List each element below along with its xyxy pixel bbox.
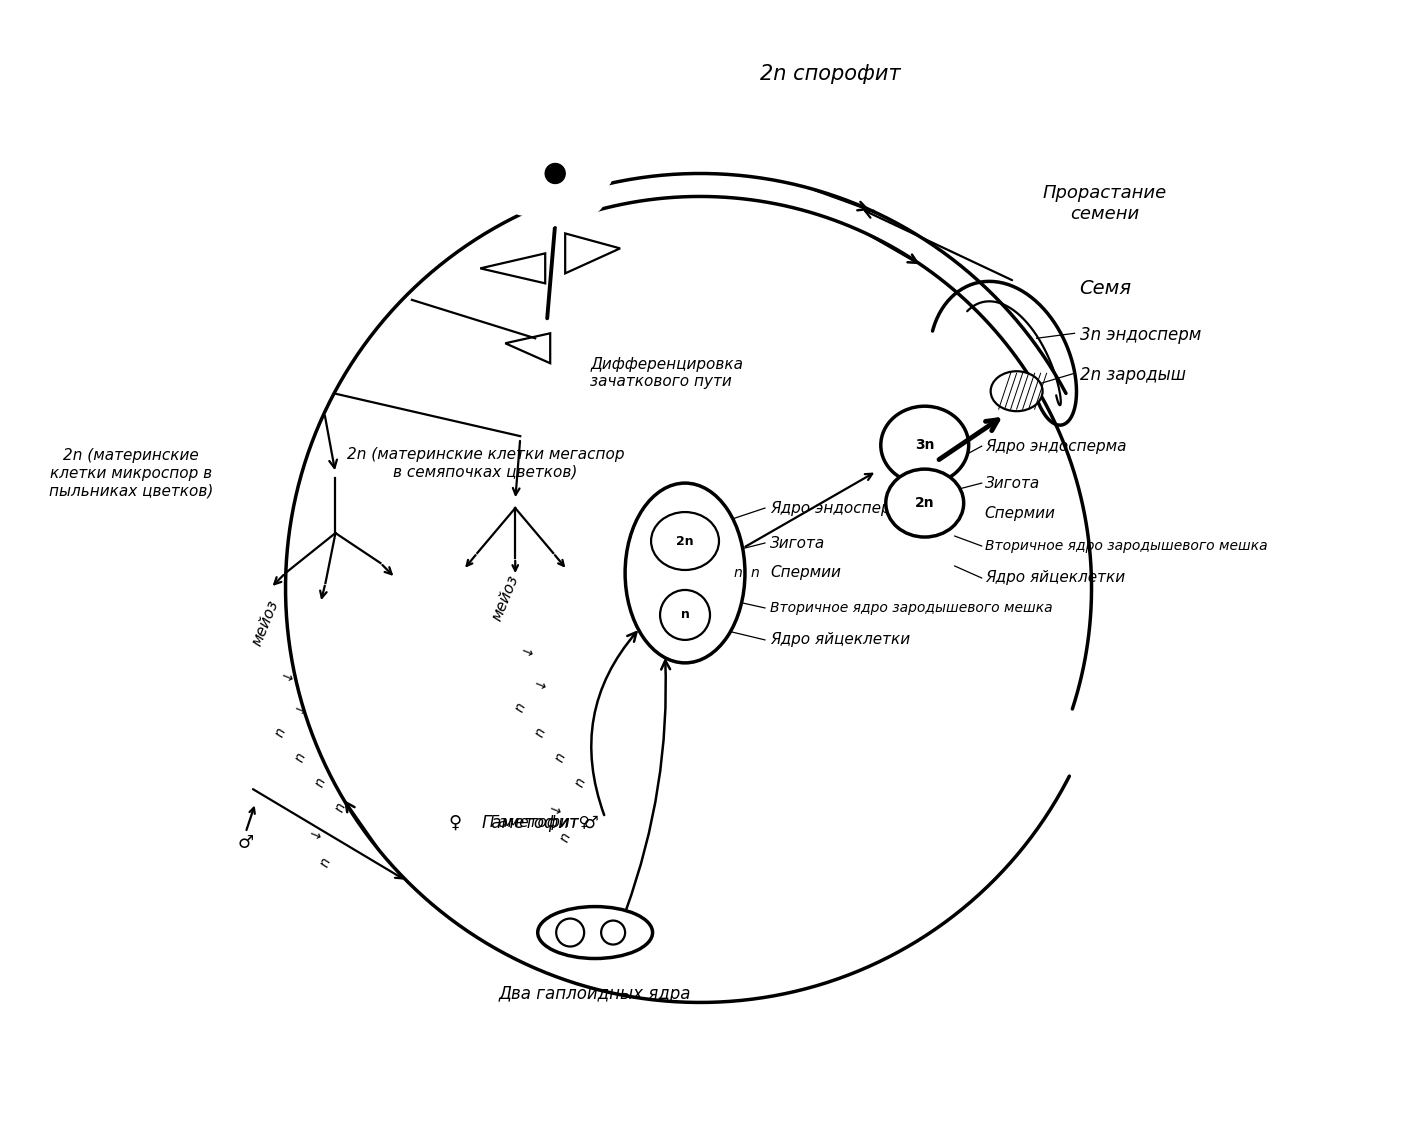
Ellipse shape <box>626 483 745 663</box>
Text: Ядро яйцеклетки: Ядро яйцеклетки <box>985 571 1124 585</box>
Text: Ядро эндосперма: Ядро эндосперма <box>985 439 1126 453</box>
Text: мейоз: мейоз <box>489 573 522 623</box>
Text: ↓: ↓ <box>547 800 564 816</box>
Text: 2n спорофит: 2n спорофит <box>760 63 901 83</box>
Text: мейоз: мейоз <box>249 598 282 649</box>
Text: ↓: ↓ <box>532 675 549 690</box>
Text: n: n <box>681 608 690 622</box>
Text: Ядро яйцеклетки: Ядро яйцеклетки <box>770 633 911 647</box>
Text: Вторичное ядро зародышевого мешка: Вторичное ядро зародышевого мешка <box>770 601 1053 615</box>
Text: n: n <box>734 566 742 580</box>
Text: Спермии: Спермии <box>985 505 1056 520</box>
Circle shape <box>499 155 536 193</box>
Text: n: n <box>292 751 309 765</box>
Text: Гаметофит ♂: Гаметофит ♂ <box>482 813 598 831</box>
Text: n: n <box>512 702 529 714</box>
Ellipse shape <box>651 512 720 570</box>
Circle shape <box>567 177 604 214</box>
Circle shape <box>574 155 613 193</box>
Text: Зигота: Зигота <box>770 536 825 550</box>
Text: ♂: ♂ <box>238 834 254 852</box>
Circle shape <box>524 118 563 157</box>
Text: 3n: 3n <box>915 438 935 452</box>
Circle shape <box>506 177 543 214</box>
Text: Ядро эндосперма: Ядро эндосперма <box>770 501 912 515</box>
Text: 2n: 2n <box>915 496 935 510</box>
Text: ♀: ♀ <box>449 813 462 831</box>
Text: n: n <box>751 566 760 580</box>
Circle shape <box>549 118 586 157</box>
Text: n: n <box>318 856 333 870</box>
Text: n: n <box>332 801 349 814</box>
Circle shape <box>524 191 563 229</box>
Text: Два гаплоидных ядра: Два гаплоидных ядра <box>499 986 691 1004</box>
Ellipse shape <box>881 406 969 484</box>
Text: n: n <box>551 751 569 765</box>
Text: ↓: ↓ <box>279 667 296 682</box>
Text: 2n: 2n <box>677 535 694 547</box>
Text: n: n <box>571 776 589 790</box>
Text: Зигота: Зигота <box>985 476 1040 491</box>
Text: n: n <box>312 776 329 790</box>
Text: 2n (материнские
клетки микроспор в
пыльниках цветков): 2n (материнские клетки микроспор в пыльн… <box>48 448 212 499</box>
Ellipse shape <box>537 907 653 959</box>
Text: Вторичное ядро зародышевого мешка: Вторичное ядро зародышевого мешка <box>985 539 1267 553</box>
Circle shape <box>556 918 584 946</box>
Text: ↓: ↓ <box>292 699 309 716</box>
Text: Спермии: Спермии <box>770 565 841 581</box>
Text: Дифференцировка
зачаткового пути: Дифференцировка зачаткового пути <box>590 358 744 389</box>
Ellipse shape <box>660 590 710 640</box>
Text: n: n <box>272 726 289 740</box>
Text: Семя: Семя <box>1080 279 1131 298</box>
Text: 2n (материнские клетки мегаспор
в семяпочках цветков): 2n (материнские клетки мегаспор в семяпо… <box>346 447 624 479</box>
Circle shape <box>506 132 543 170</box>
Text: ↓: ↓ <box>519 642 536 658</box>
Circle shape <box>567 132 604 170</box>
Circle shape <box>549 191 586 229</box>
Circle shape <box>601 920 626 944</box>
Text: ↓: ↓ <box>306 825 323 840</box>
Circle shape <box>546 164 566 184</box>
Text: 2n зародыш: 2n зародыш <box>1080 367 1186 385</box>
Ellipse shape <box>886 469 963 537</box>
Text: Прорастание
семени: Прорастание семени <box>1043 184 1167 223</box>
Text: n: n <box>532 726 549 740</box>
Ellipse shape <box>990 371 1043 412</box>
Text: 3n эндосперм: 3n эндосперм <box>1080 326 1201 344</box>
Text: Гаметофит♀: Гаметофит♀ <box>486 816 590 830</box>
Text: n: n <box>557 831 573 845</box>
